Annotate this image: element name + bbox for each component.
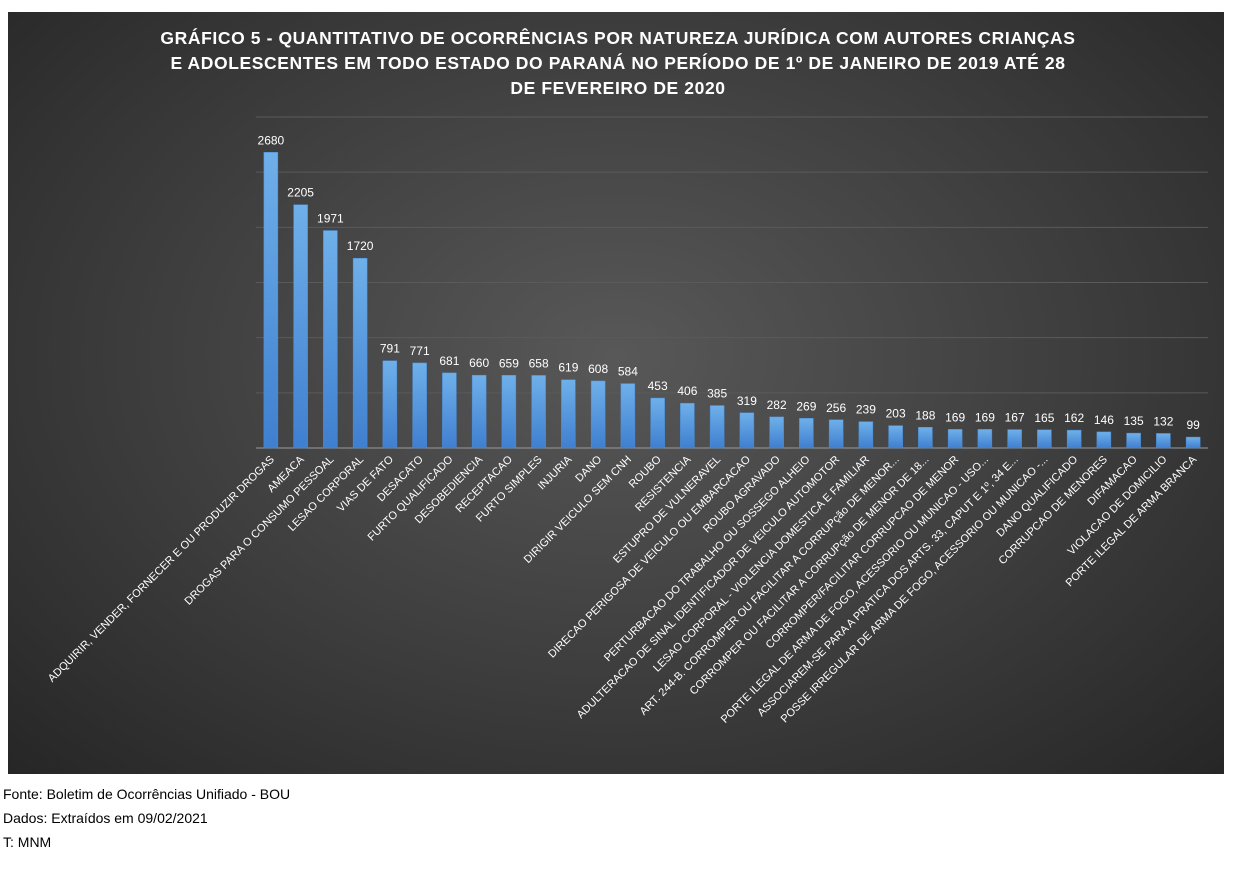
source-note: Fonte: Boletim de Ocorrências Unifiado -… — [3, 786, 291, 802]
data-label: 2680 — [258, 133, 285, 147]
data-label: 188 — [915, 408, 935, 422]
data-label: 1720 — [347, 239, 374, 253]
bar — [561, 379, 576, 449]
data-label: 135 — [1124, 414, 1144, 428]
bar — [650, 397, 665, 449]
bar — [323, 230, 338, 449]
data-label: 406 — [677, 384, 697, 398]
data-label: 385 — [707, 387, 727, 401]
bar — [412, 362, 427, 449]
data-label: 660 — [469, 356, 489, 370]
bar — [1066, 429, 1082, 449]
bar — [442, 372, 457, 449]
data-label: 658 — [529, 356, 549, 370]
bar — [828, 419, 844, 449]
bar — [293, 204, 308, 449]
bar-chart: GRÁFICO 5 - QUANTITATIVO DE OCORRÊNCIAS … — [46, 27, 1208, 726]
category-labels: ADQUIRIR, VENDER, FORNECER E OU PRODUZIR… — [46, 453, 1200, 726]
data-label: 453 — [648, 379, 668, 393]
author-note: T: MNM — [3, 834, 52, 850]
data-label: 167 — [1005, 411, 1025, 425]
bar — [1156, 433, 1171, 449]
data-label: 146 — [1094, 413, 1114, 427]
data-label: 132 — [1153, 414, 1173, 428]
bar — [947, 429, 963, 449]
data-label: 269 — [796, 399, 816, 413]
data-label: 169 — [945, 410, 965, 424]
bar — [352, 257, 368, 449]
data-label: 584 — [618, 365, 638, 379]
data-label: 659 — [499, 356, 519, 370]
bars — [263, 152, 1201, 449]
data-label: 203 — [886, 407, 906, 421]
bar — [501, 375, 517, 449]
bar — [531, 375, 546, 449]
bar — [918, 427, 933, 449]
extraction-date-note: Dados: Extraídos em 09/02/2021 — [3, 810, 208, 826]
data-label: 239 — [856, 403, 876, 417]
chart-panel: GRÁFICO 5 - QUANTITATIVO DE OCORRÊNCIAS … — [8, 12, 1224, 774]
data-label: 791 — [380, 342, 400, 356]
data-label: 2205 — [287, 186, 314, 200]
data-label: 282 — [767, 398, 787, 412]
bar — [590, 380, 606, 449]
data-label: 169 — [975, 410, 995, 424]
chart-title-line: DE FEVEREIRO DE 2020 — [510, 78, 725, 98]
bar — [620, 383, 636, 449]
bar — [709, 405, 725, 449]
bar — [680, 402, 695, 449]
chart-title: GRÁFICO 5 - QUANTITATIVO DE OCORRÊNCIAS … — [160, 27, 1075, 98]
bar — [799, 418, 814, 449]
chart-title-line: E ADOLESCENTES EM TODO ESTADO DO PARANÁ … — [170, 52, 1065, 73]
data-label: 619 — [558, 361, 578, 375]
data-label: 608 — [588, 362, 608, 376]
bar — [858, 421, 874, 449]
data-label: 165 — [1034, 411, 1054, 425]
bar — [1185, 436, 1201, 449]
category-label: ADQUIRIR, VENDER, FORNECER E OU PRODUZIR… — [46, 454, 277, 685]
bar — [1037, 429, 1052, 449]
bar — [739, 412, 755, 449]
bar — [1007, 429, 1022, 449]
data-label: 256 — [826, 401, 846, 415]
bar — [263, 152, 279, 449]
chart-title-line: GRÁFICO 5 - QUANTITATIVO DE OCORRÊNCIAS … — [160, 27, 1075, 48]
bar — [1126, 432, 1141, 449]
data-label: 681 — [439, 354, 459, 368]
data-label: 771 — [410, 344, 430, 358]
bar — [769, 416, 784, 449]
bar — [471, 374, 487, 449]
bar — [1096, 431, 1112, 449]
data-label: 1971 — [317, 212, 344, 226]
data-label: 162 — [1064, 411, 1084, 425]
bar — [888, 425, 903, 449]
bar — [977, 429, 993, 449]
data-label: 99 — [1186, 418, 1200, 432]
gridlines — [256, 116, 1208, 449]
data-label: 319 — [737, 394, 757, 408]
bar — [382, 360, 398, 449]
